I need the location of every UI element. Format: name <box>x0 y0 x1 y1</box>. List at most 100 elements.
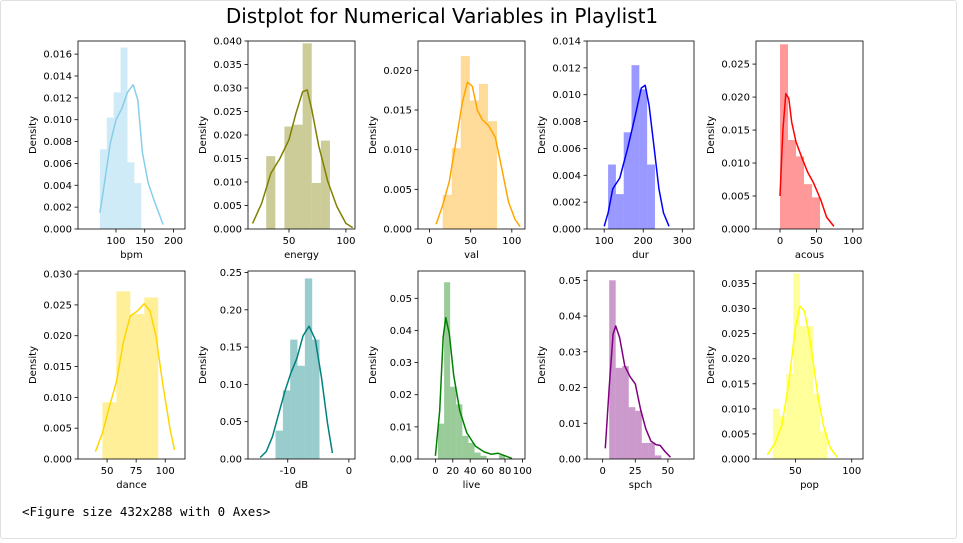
histogram-bar <box>478 83 488 229</box>
y-tick-label: 0.010 <box>721 159 750 170</box>
x-tick-label: 0 <box>432 466 438 477</box>
kde-line <box>259 325 334 459</box>
y-tick-label: 0.01 <box>390 422 412 433</box>
y-tick-label: 0.010 <box>552 90 581 101</box>
y-tick-label: 0.020 <box>721 354 750 365</box>
y-tick-label: 0.02 <box>559 383 581 394</box>
kde-line <box>779 93 835 227</box>
x-tick-label: 0 <box>346 466 352 477</box>
histogram-bar <box>290 339 298 459</box>
x-tick-label: 20 <box>446 466 459 477</box>
subplot-dur: 0.000 0.002 0.004 0.006 0.008 0.010 0.012 0.014… <box>537 37 695 261</box>
histogram-bar <box>442 194 452 229</box>
y-tick-label: 0.030 <box>43 270 72 281</box>
y-tick-label: 0.015 <box>213 154 242 165</box>
histogram-bar <box>648 442 655 459</box>
histogram-bar <box>468 442 475 459</box>
y-tick-label: 0.10 <box>220 380 242 391</box>
histogram-bar <box>311 182 321 229</box>
histogram-bar <box>799 326 807 459</box>
y-tick-label: 0.05 <box>390 294 412 305</box>
x-tick-label: 100 <box>156 466 175 477</box>
subplot-dance: 0.000 0.005 0.010 0.015 0.020 0.025 0.030 50 75 1… <box>28 270 186 491</box>
y-axis-label: Density <box>706 116 717 154</box>
x-tick-label: 100 <box>106 236 125 247</box>
y-tick-label: 0.005 <box>721 429 750 440</box>
y-tick-label: 0.015 <box>43 362 72 373</box>
y-axis-label: Density <box>537 346 548 384</box>
y-tick-label: 0.030 <box>213 84 242 95</box>
x-axis-label: bpm <box>120 250 142 261</box>
kde-line <box>434 316 513 460</box>
y-axis-label: Density <box>28 116 39 154</box>
y-tick-label: 0.005 <box>43 424 72 435</box>
axes-frame <box>755 270 864 460</box>
histogram-bar <box>130 314 145 459</box>
x-tick-label: 50 <box>810 236 823 247</box>
y-tick-label: 0.002 <box>43 203 72 214</box>
y-tick-label: 0.020 <box>213 131 242 142</box>
y-tick-label: 0.020 <box>721 93 750 104</box>
histogram-bar <box>282 390 291 459</box>
y-tick-label: 0.012 <box>552 63 581 74</box>
y-tick-label: 0.008 <box>552 117 581 128</box>
x-tick-label: 50 <box>101 466 114 477</box>
x-tick-label: 0 <box>777 236 783 247</box>
histogram-bar <box>302 43 312 229</box>
y-tick-label: 0.010 <box>213 178 242 189</box>
kde-line <box>603 84 670 227</box>
histogram-bar <box>812 197 821 229</box>
histogram-bar <box>284 126 294 229</box>
y-tick-label: 0.04 <box>559 312 581 323</box>
histogram-bar <box>469 100 479 229</box>
histogram-bar <box>113 92 121 229</box>
axes-frame <box>77 40 186 230</box>
x-tick-label: 50 <box>464 236 477 247</box>
y-tick-label: 0.00 <box>390 455 412 466</box>
x-tick-label: 100 <box>513 466 532 477</box>
y-tick-label: 0.02 <box>390 390 412 401</box>
histogram-bar <box>144 297 159 459</box>
y-tick-label: 0.010 <box>43 115 72 126</box>
kde-line <box>766 305 838 458</box>
histogram-bar <box>820 431 827 459</box>
y-tick-label: 0.012 <box>43 93 72 104</box>
x-axis-label: dur <box>632 250 650 261</box>
x-tick-label: 50 <box>662 466 675 477</box>
histogram-bar <box>804 184 813 229</box>
histogram-bar <box>460 56 470 229</box>
histogram-bar <box>615 194 624 229</box>
y-tick-label: 0.014 <box>43 71 72 82</box>
histogram-bar <box>456 404 463 459</box>
axes-frame <box>247 270 356 460</box>
axes-frame <box>586 40 695 230</box>
subplot-val: 0.000 0.005 0.010 0.015 0.020 0 50 100 val Densit… <box>368 40 526 261</box>
y-axis-label: Density <box>198 346 209 384</box>
histogram-bar <box>788 139 797 229</box>
histogram-bar <box>615 367 623 459</box>
y-tick-label: 0.035 <box>213 60 242 71</box>
histogram-bar <box>796 156 805 229</box>
y-tick-label: 0.025 <box>43 300 72 311</box>
histogram-bar <box>320 140 330 229</box>
histogram-bar <box>312 339 320 459</box>
y-tick-label: 0.20 <box>220 305 242 316</box>
histogram-bar <box>654 455 662 459</box>
histogram-bar <box>622 366 629 459</box>
x-tick-label: -10 <box>280 466 296 477</box>
y-tick-label: 0.020 <box>383 66 412 77</box>
y-tick-label: 0.010 <box>43 393 72 404</box>
x-tick-label: 50 <box>283 236 296 247</box>
y-tick-label: 0.05 <box>220 417 242 428</box>
y-axis-label: Density <box>537 116 548 154</box>
x-tick-label: 0 <box>599 466 605 477</box>
y-tick-label: 0.010 <box>383 145 412 156</box>
y-tick-label: 0.025 <box>721 329 750 340</box>
y-tick-label: 0.015 <box>721 126 750 137</box>
x-tick-label: 300 <box>673 236 692 247</box>
x-tick-label: 100 <box>842 466 861 477</box>
y-tick-label: 0.00 <box>220 455 242 466</box>
histogram-bar <box>127 162 135 229</box>
histogram-bar <box>120 47 128 230</box>
kde-line <box>435 81 521 228</box>
